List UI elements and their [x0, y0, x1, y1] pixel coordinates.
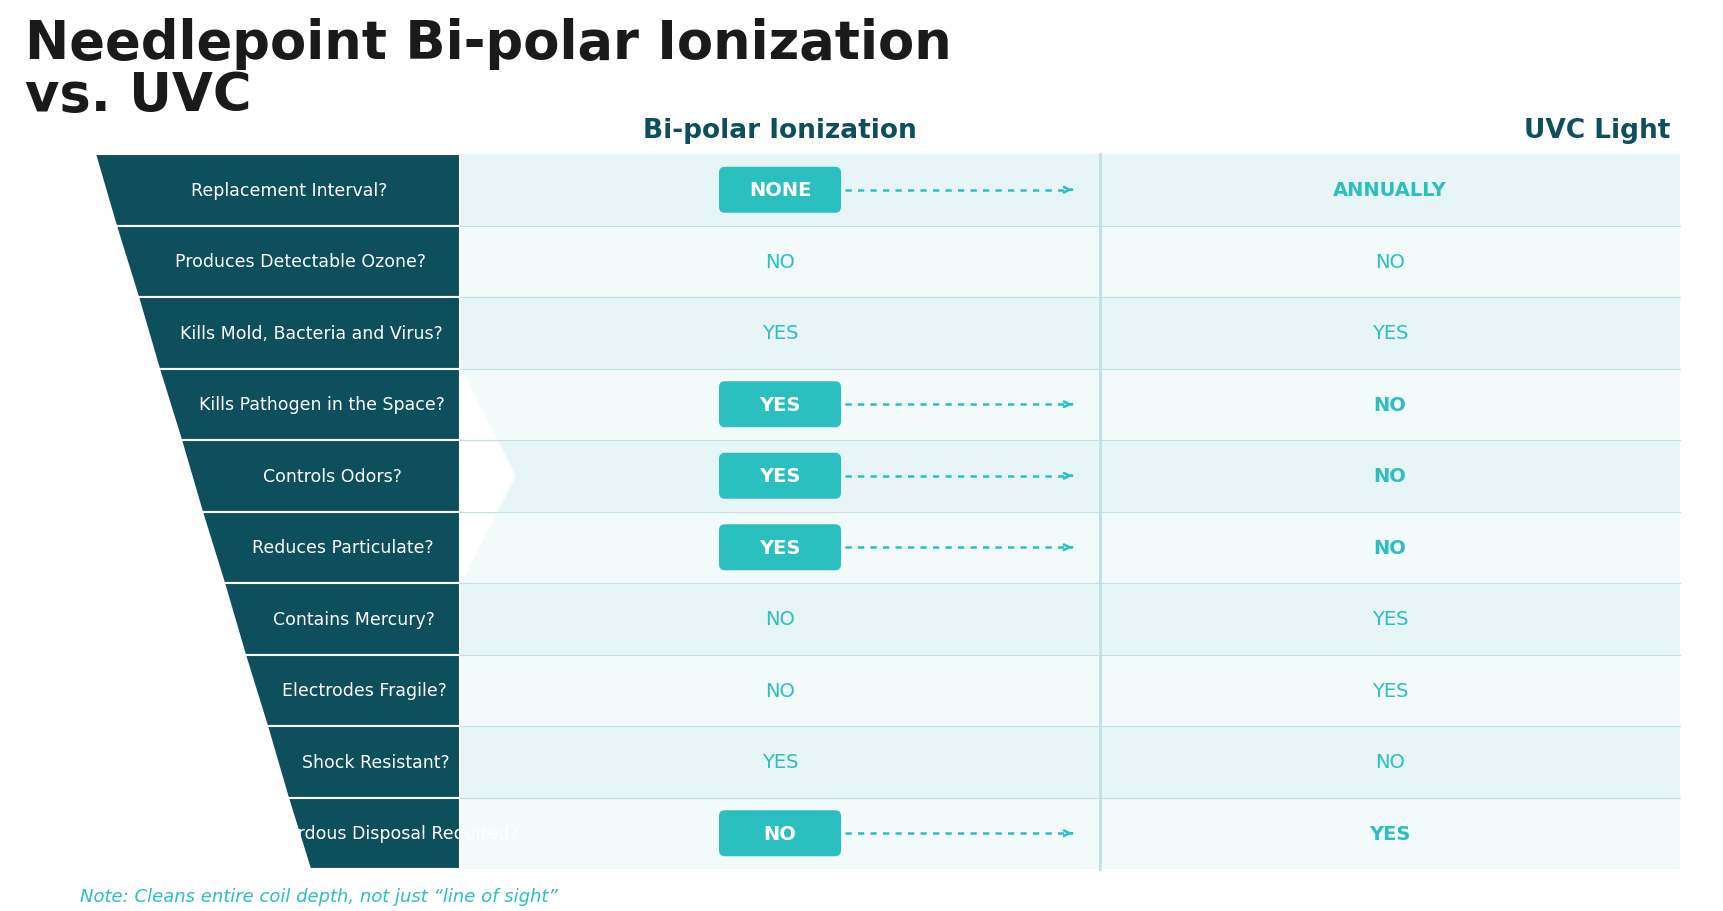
Text: YES: YES	[1372, 609, 1408, 629]
Text: YES: YES	[758, 395, 799, 415]
Text: YES: YES	[758, 538, 799, 558]
Polygon shape	[245, 655, 460, 726]
Polygon shape	[224, 583, 460, 655]
Text: NO: NO	[1373, 395, 1406, 415]
Bar	[460, 726, 1678, 798]
FancyBboxPatch shape	[718, 168, 841, 213]
Text: YES: YES	[762, 752, 798, 772]
Bar	[460, 226, 1678, 298]
Text: Controls Odors?: Controls Odors?	[264, 467, 401, 486]
Bar	[460, 298, 1678, 369]
Polygon shape	[117, 226, 460, 298]
Text: Kills Pathogen in the Space?: Kills Pathogen in the Space?	[198, 395, 445, 414]
Bar	[460, 369, 1678, 441]
Polygon shape	[267, 726, 460, 798]
Text: Bi-polar Ionization: Bi-polar Ionization	[643, 118, 917, 144]
Polygon shape	[160, 369, 460, 441]
Text: YES: YES	[1372, 681, 1408, 700]
Text: NO: NO	[765, 609, 794, 629]
Text: Hazardous Disposal Required?: Hazardous Disposal Required?	[253, 824, 519, 843]
Text: NO: NO	[765, 252, 794, 271]
Text: YES: YES	[1368, 824, 1409, 843]
Polygon shape	[138, 298, 460, 369]
FancyBboxPatch shape	[718, 811, 841, 856]
Text: NO: NO	[1375, 752, 1404, 772]
Text: NO: NO	[1375, 252, 1404, 271]
FancyBboxPatch shape	[718, 454, 841, 499]
Polygon shape	[202, 512, 460, 583]
Text: NO: NO	[1373, 538, 1406, 558]
Text: Reduces Particulate?: Reduces Particulate?	[252, 538, 434, 557]
Text: Electrodes Fragile?: Electrodes Fragile?	[283, 681, 446, 700]
Text: Note: Cleans entire coil depth, not just “line of sight”: Note: Cleans entire coil depth, not just…	[79, 887, 558, 905]
FancyBboxPatch shape	[718, 525, 841, 570]
Text: Kills Mold, Bacteria and Virus?: Kills Mold, Bacteria and Virus?	[179, 324, 443, 343]
Bar	[460, 798, 1678, 869]
Bar	[460, 512, 1678, 583]
Text: UVC Light: UVC Light	[1523, 118, 1670, 144]
Text: YES: YES	[758, 466, 799, 486]
Polygon shape	[460, 369, 515, 583]
Polygon shape	[95, 155, 460, 226]
Text: NONE: NONE	[748, 181, 812, 200]
FancyBboxPatch shape	[718, 382, 841, 428]
Text: Needlepoint Bi-polar Ionization: Needlepoint Bi-polar Ionization	[26, 18, 951, 70]
Text: NO: NO	[765, 681, 794, 700]
Text: Produces Detectable Ozone?: Produces Detectable Ozone?	[174, 253, 426, 271]
Bar	[460, 441, 1678, 512]
Text: ANNUALLY: ANNUALLY	[1332, 181, 1446, 200]
Polygon shape	[288, 798, 460, 869]
Text: YES: YES	[762, 324, 798, 343]
Text: NO: NO	[763, 824, 796, 843]
Polygon shape	[181, 441, 460, 512]
Text: Shock Resistant?: Shock Resistant?	[302, 752, 450, 771]
Text: vs. UVC: vs. UVC	[26, 70, 252, 122]
Text: NO: NO	[1373, 466, 1406, 486]
Bar	[460, 583, 1678, 655]
Bar	[460, 155, 1678, 226]
Text: YES: YES	[1372, 324, 1408, 343]
Text: Replacement Interval?: Replacement Interval?	[191, 181, 388, 200]
Bar	[460, 655, 1678, 726]
Text: Contains Mercury?: Contains Mercury?	[272, 610, 434, 628]
